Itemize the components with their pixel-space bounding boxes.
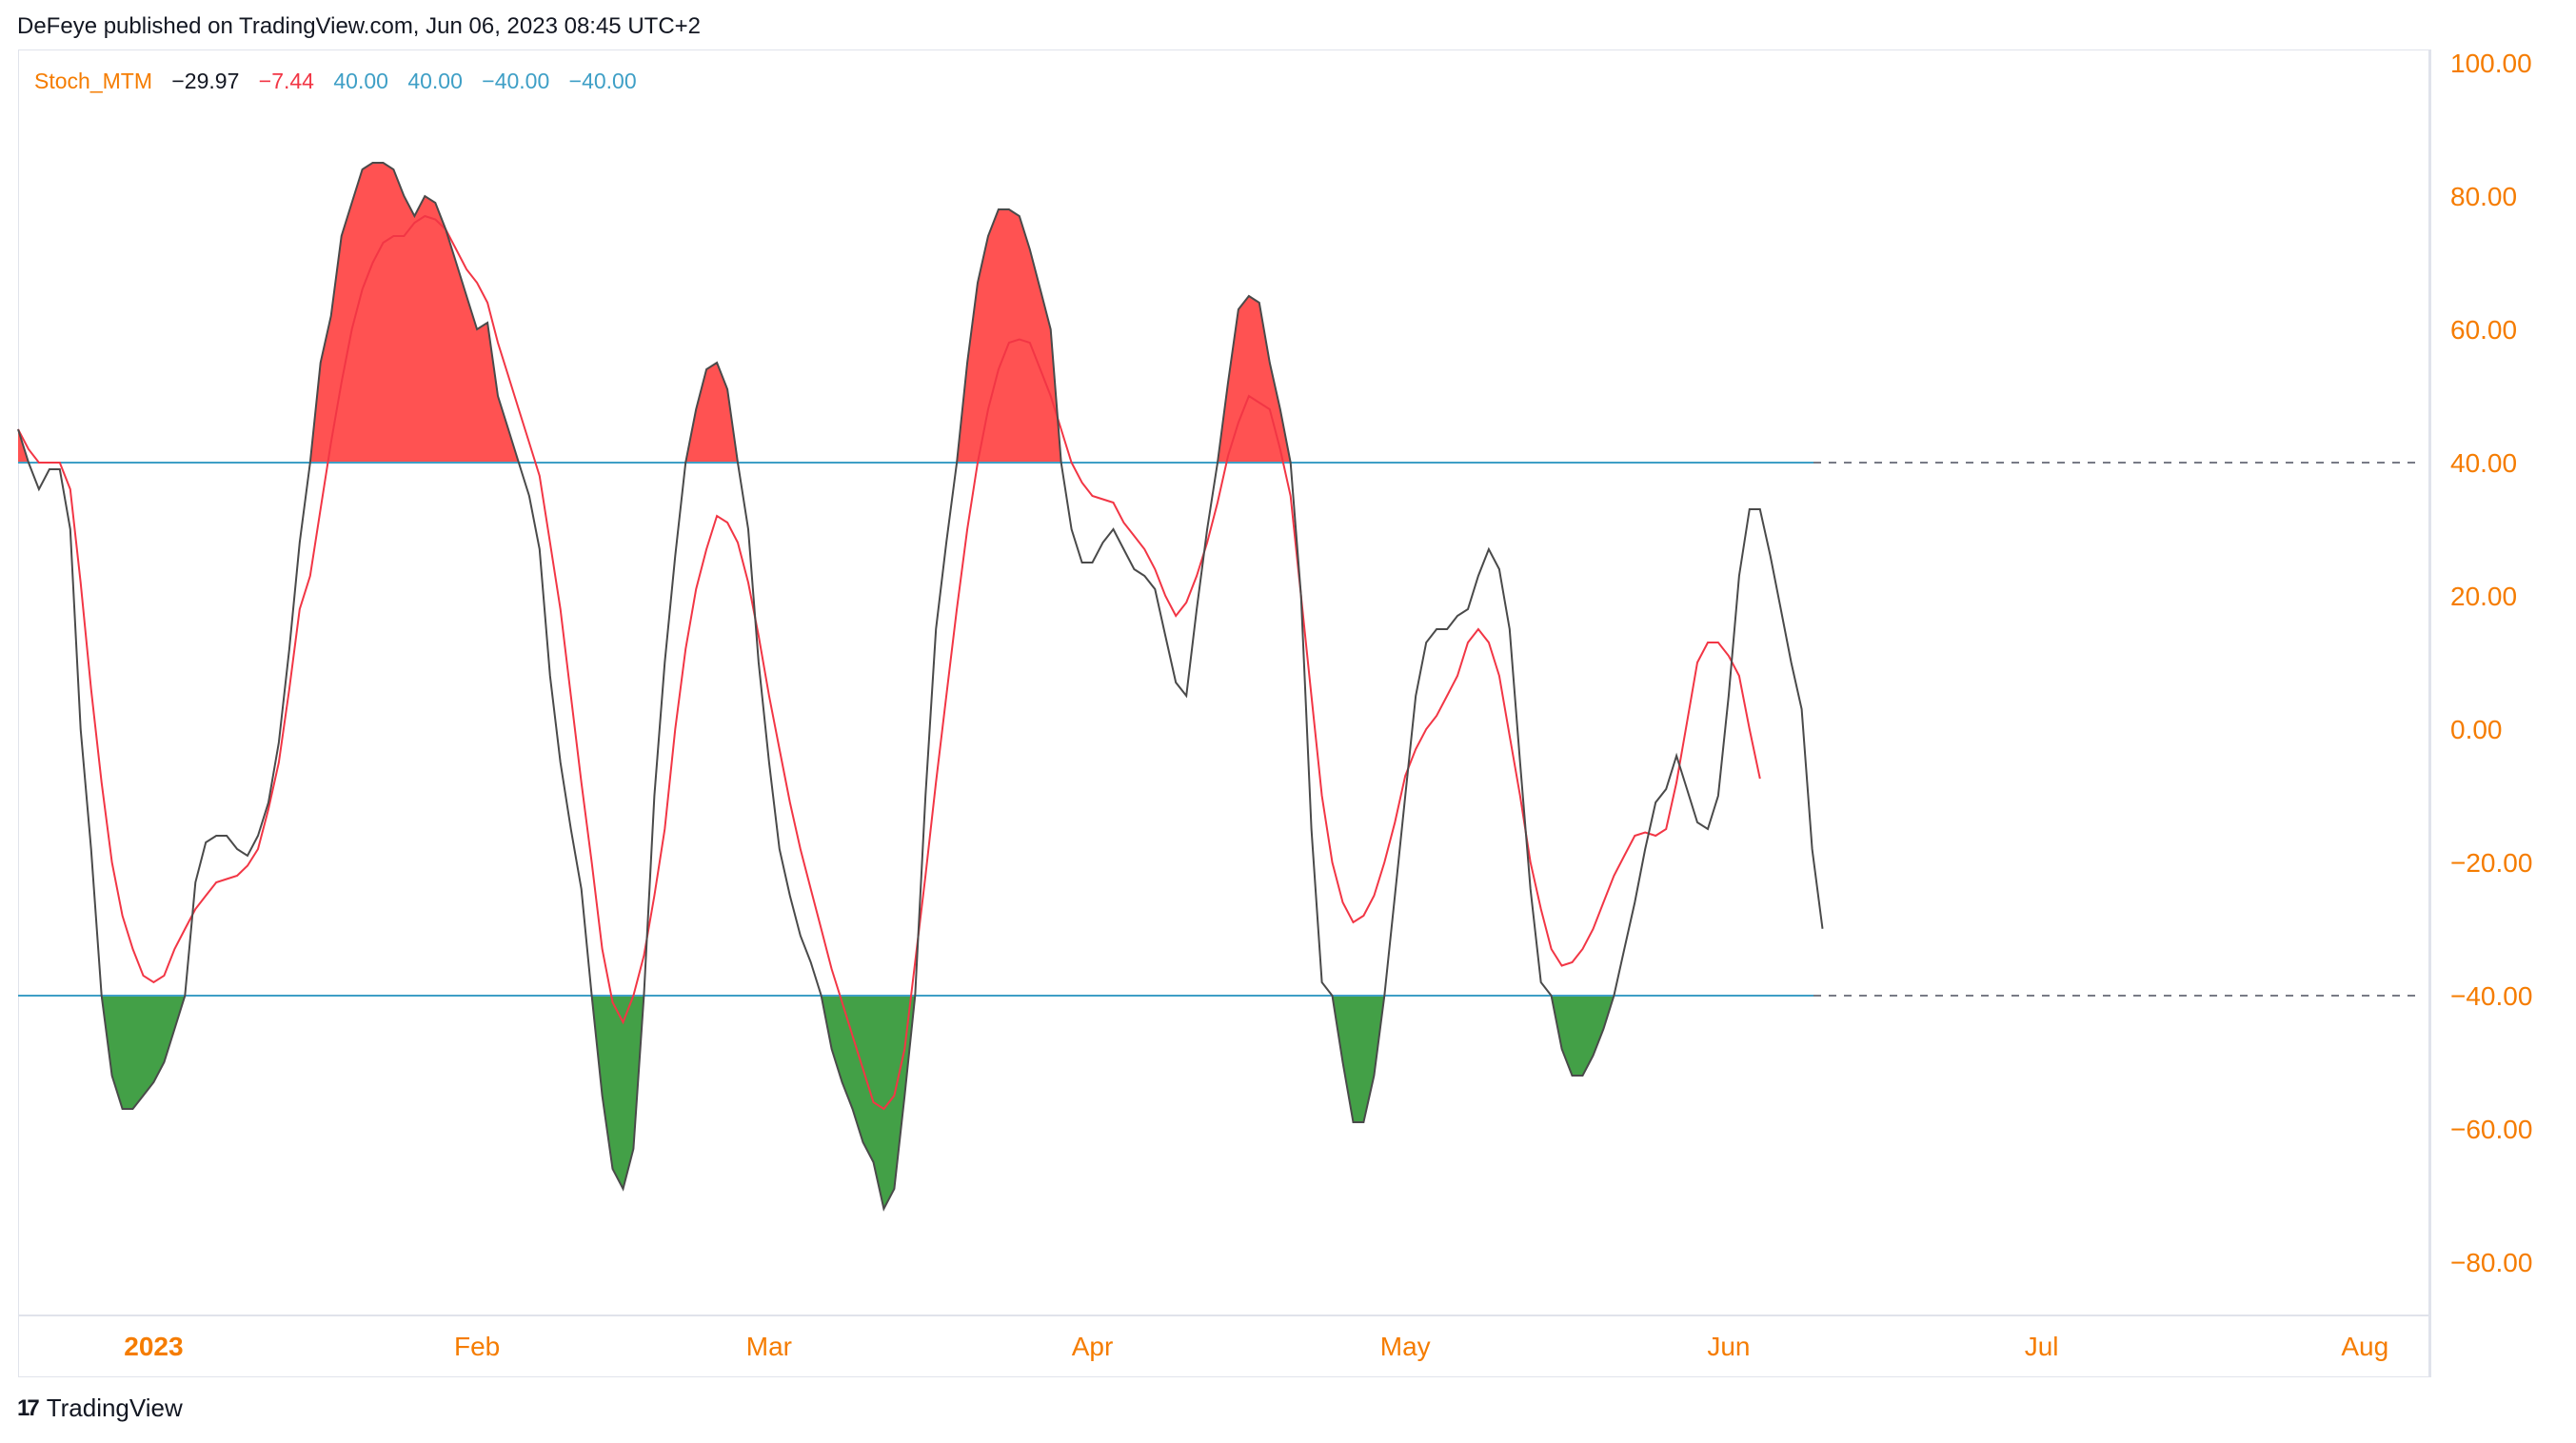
y-tick-label: 40.00 bbox=[2450, 448, 2517, 478]
indicator-legend[interactable]: Stoch_MTM −29.97 −7.44 40.00 40.00 −40.0… bbox=[34, 69, 650, 94]
tradingview-logo-icon: 17 bbox=[17, 1394, 40, 1421]
y-tick-label: 100.00 bbox=[2450, 49, 2532, 78]
x-tick-label: Apr bbox=[1072, 1332, 1114, 1361]
x-tick-label: Feb bbox=[454, 1332, 500, 1361]
legend-value: 40.00 bbox=[333, 69, 388, 93]
y-tick-label: 60.00 bbox=[2450, 315, 2517, 345]
legend-value: −40.00 bbox=[568, 69, 637, 93]
x-tick-label: Jul bbox=[2025, 1332, 2059, 1361]
indicator-name[interactable]: Stoch_MTM bbox=[34, 69, 152, 93]
signal-line bbox=[17, 214, 1761, 1111]
x-tick-label: Jun bbox=[1707, 1332, 1750, 1361]
legend-value: −29.97 bbox=[171, 69, 240, 93]
chart-frame[interactable] bbox=[18, 49, 2431, 1377]
overbought-fill bbox=[18, 163, 1823, 463]
x-tick-label: May bbox=[1380, 1332, 1431, 1361]
footer-branding[interactable]: 17 TradingView bbox=[17, 1394, 183, 1423]
legend-value: −40.00 bbox=[482, 69, 550, 93]
legend-value: 40.00 bbox=[407, 69, 463, 93]
tradingview-brand[interactable]: TradingView bbox=[46, 1394, 183, 1422]
y-tick-label: 80.00 bbox=[2450, 182, 2517, 211]
stoch-mtm-line bbox=[17, 162, 1824, 1212]
x-tick-label: Aug bbox=[2341, 1332, 2388, 1361]
publisher-line: DeFeye published on TradingView.com, Jun… bbox=[17, 13, 702, 39]
y-tick-label: −20.00 bbox=[2450, 848, 2532, 878]
x-tick-label: Mar bbox=[746, 1332, 792, 1361]
x-tick-label: 2023 bbox=[124, 1332, 183, 1361]
y-tick-label: 20.00 bbox=[2450, 582, 2517, 611]
oversold-fill bbox=[18, 996, 1823, 1209]
y-tick-label: −60.00 bbox=[2450, 1115, 2532, 1144]
y-tick-label: −80.00 bbox=[2450, 1248, 2532, 1277]
y-tick-label: −40.00 bbox=[2450, 981, 2532, 1011]
y-tick-label: 0.00 bbox=[2450, 715, 2503, 744]
legend-value: −7.44 bbox=[258, 69, 314, 93]
